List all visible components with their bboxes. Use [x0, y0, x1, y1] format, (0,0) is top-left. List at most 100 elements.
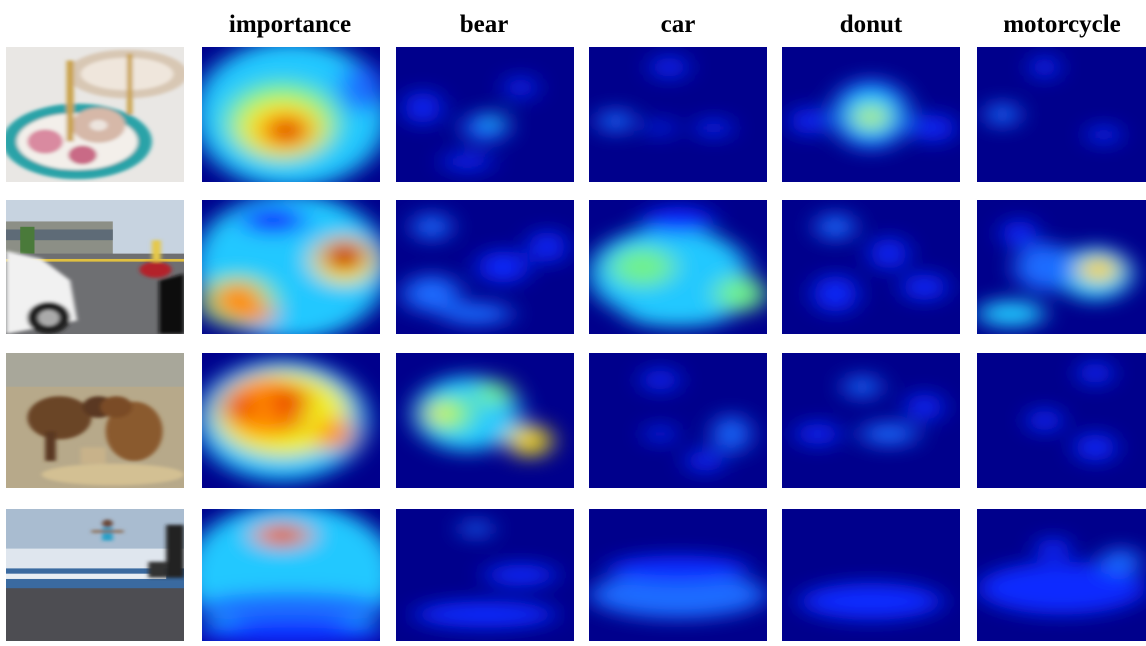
- heat-blob: [273, 387, 309, 414]
- heatmap-background: [782, 200, 960, 334]
- heatmap: [782, 47, 960, 182]
- heat-blob: [318, 418, 354, 450]
- heat-blob: [646, 426, 674, 442]
- heatmap: [396, 353, 574, 488]
- heatmap: [977, 200, 1146, 334]
- heatmap-blobs: [800, 583, 942, 620]
- heat-blob: [506, 77, 534, 99]
- heatmap-blobs: [589, 555, 767, 618]
- heat-blob: [428, 404, 453, 423]
- heat-blob: [441, 303, 512, 324]
- heat-blob: [814, 275, 857, 313]
- heat-blob: [1100, 549, 1141, 575]
- heat-blob: [871, 238, 907, 270]
- heat-blob: [1078, 362, 1112, 384]
- heatmap: [396, 200, 574, 334]
- heat-blob: [193, 592, 389, 624]
- heat-blob: [334, 248, 355, 264]
- heatmap: [977, 353, 1146, 488]
- heat-blob: [796, 423, 839, 445]
- heat-blob: [860, 423, 917, 445]
- heat-blob: [1075, 434, 1116, 461]
- heat-blob: [483, 113, 504, 129]
- heatmap: [197, 353, 380, 488]
- heatmap: [589, 200, 767, 334]
- heat-blob: [1031, 56, 1058, 78]
- heatmap: [396, 509, 574, 641]
- heat-blob: [696, 120, 732, 136]
- heat-blob: [405, 92, 441, 124]
- heat-blob: [610, 247, 674, 287]
- column-header: importance: [229, 11, 351, 38]
- heat-blob: [977, 301, 1045, 328]
- page: {"figure": {"columns": ["importance", "b…: [0, 0, 1146, 641]
- heat-blob: [646, 121, 674, 135]
- heat-blob: [1036, 538, 1070, 559]
- heat-blob: [903, 274, 946, 301]
- photo: [6, 353, 184, 488]
- heat-blob: [642, 369, 678, 391]
- heat-blob: [1087, 127, 1121, 143]
- heat-blob: [241, 207, 305, 234]
- heatmap-blobs: [193, 193, 389, 340]
- heatmap: [589, 47, 767, 182]
- heatmap: [396, 47, 574, 182]
- heatmap: [589, 509, 767, 641]
- heat-blob: [414, 213, 450, 240]
- heat-blob: [844, 376, 880, 398]
- column-header: car: [661, 11, 696, 38]
- heat-blob: [818, 213, 854, 240]
- heatmap: [589, 353, 767, 488]
- column-header: donut: [840, 11, 903, 38]
- heat-blob: [791, 108, 827, 135]
- heat-blob: [642, 207, 713, 234]
- heat-blob: [985, 104, 1019, 126]
- heatmap: [782, 509, 960, 641]
- column-header: bear: [460, 11, 509, 38]
- heat-blob: [912, 115, 955, 142]
- heatmap: [184, 502, 398, 641]
- heat-blob: [714, 415, 750, 453]
- heatmap: [782, 353, 960, 488]
- heat-blob: [862, 110, 880, 124]
- heat-blob: [280, 125, 294, 136]
- photo: [2, 47, 187, 182]
- heatmap: [977, 509, 1146, 641]
- heat-blob: [476, 380, 512, 407]
- heat-blob: [478, 251, 528, 283]
- heat-blob: [530, 231, 566, 263]
- heatmap: [193, 193, 389, 340]
- heatmap: [977, 47, 1146, 182]
- heat-blob: [521, 434, 539, 448]
- heatmap-blobs: [197, 360, 368, 482]
- heat-blob: [598, 110, 634, 132]
- heatmap-background: [782, 509, 960, 641]
- heat-blob: [238, 303, 274, 324]
- heat-blob: [651, 56, 687, 78]
- heat-blob: [280, 415, 301, 431]
- heatmap-background: [782, 353, 960, 488]
- heat-blob: [442, 154, 492, 170]
- figure: importance bear car donut motorcycle: [0, 0, 1146, 641]
- heat-blob: [1014, 243, 1075, 291]
- heat-blob: [462, 521, 490, 537]
- column-header: motorcycle: [1003, 11, 1121, 38]
- photo: [6, 509, 184, 641]
- heatmap: [193, 40, 389, 189]
- heat-blob: [687, 450, 723, 472]
- heat-blob: [341, 63, 384, 112]
- heat-blob: [223, 394, 251, 421]
- heat-blob: [800, 583, 942, 620]
- heat-blob: [907, 394, 943, 421]
- heat-blob: [625, 301, 732, 328]
- photo: [6, 200, 184, 334]
- heat-blob: [1090, 263, 1107, 276]
- heatmap-blobs: [193, 40, 389, 189]
- heat-blob: [485, 564, 556, 585]
- heatmap-blobs: [184, 502, 398, 641]
- heat-blob: [279, 531, 297, 539]
- heat-blob: [414, 601, 556, 627]
- heat-blob: [1002, 220, 1036, 247]
- heat-blob: [607, 555, 749, 581]
- heatmap: [782, 200, 960, 334]
